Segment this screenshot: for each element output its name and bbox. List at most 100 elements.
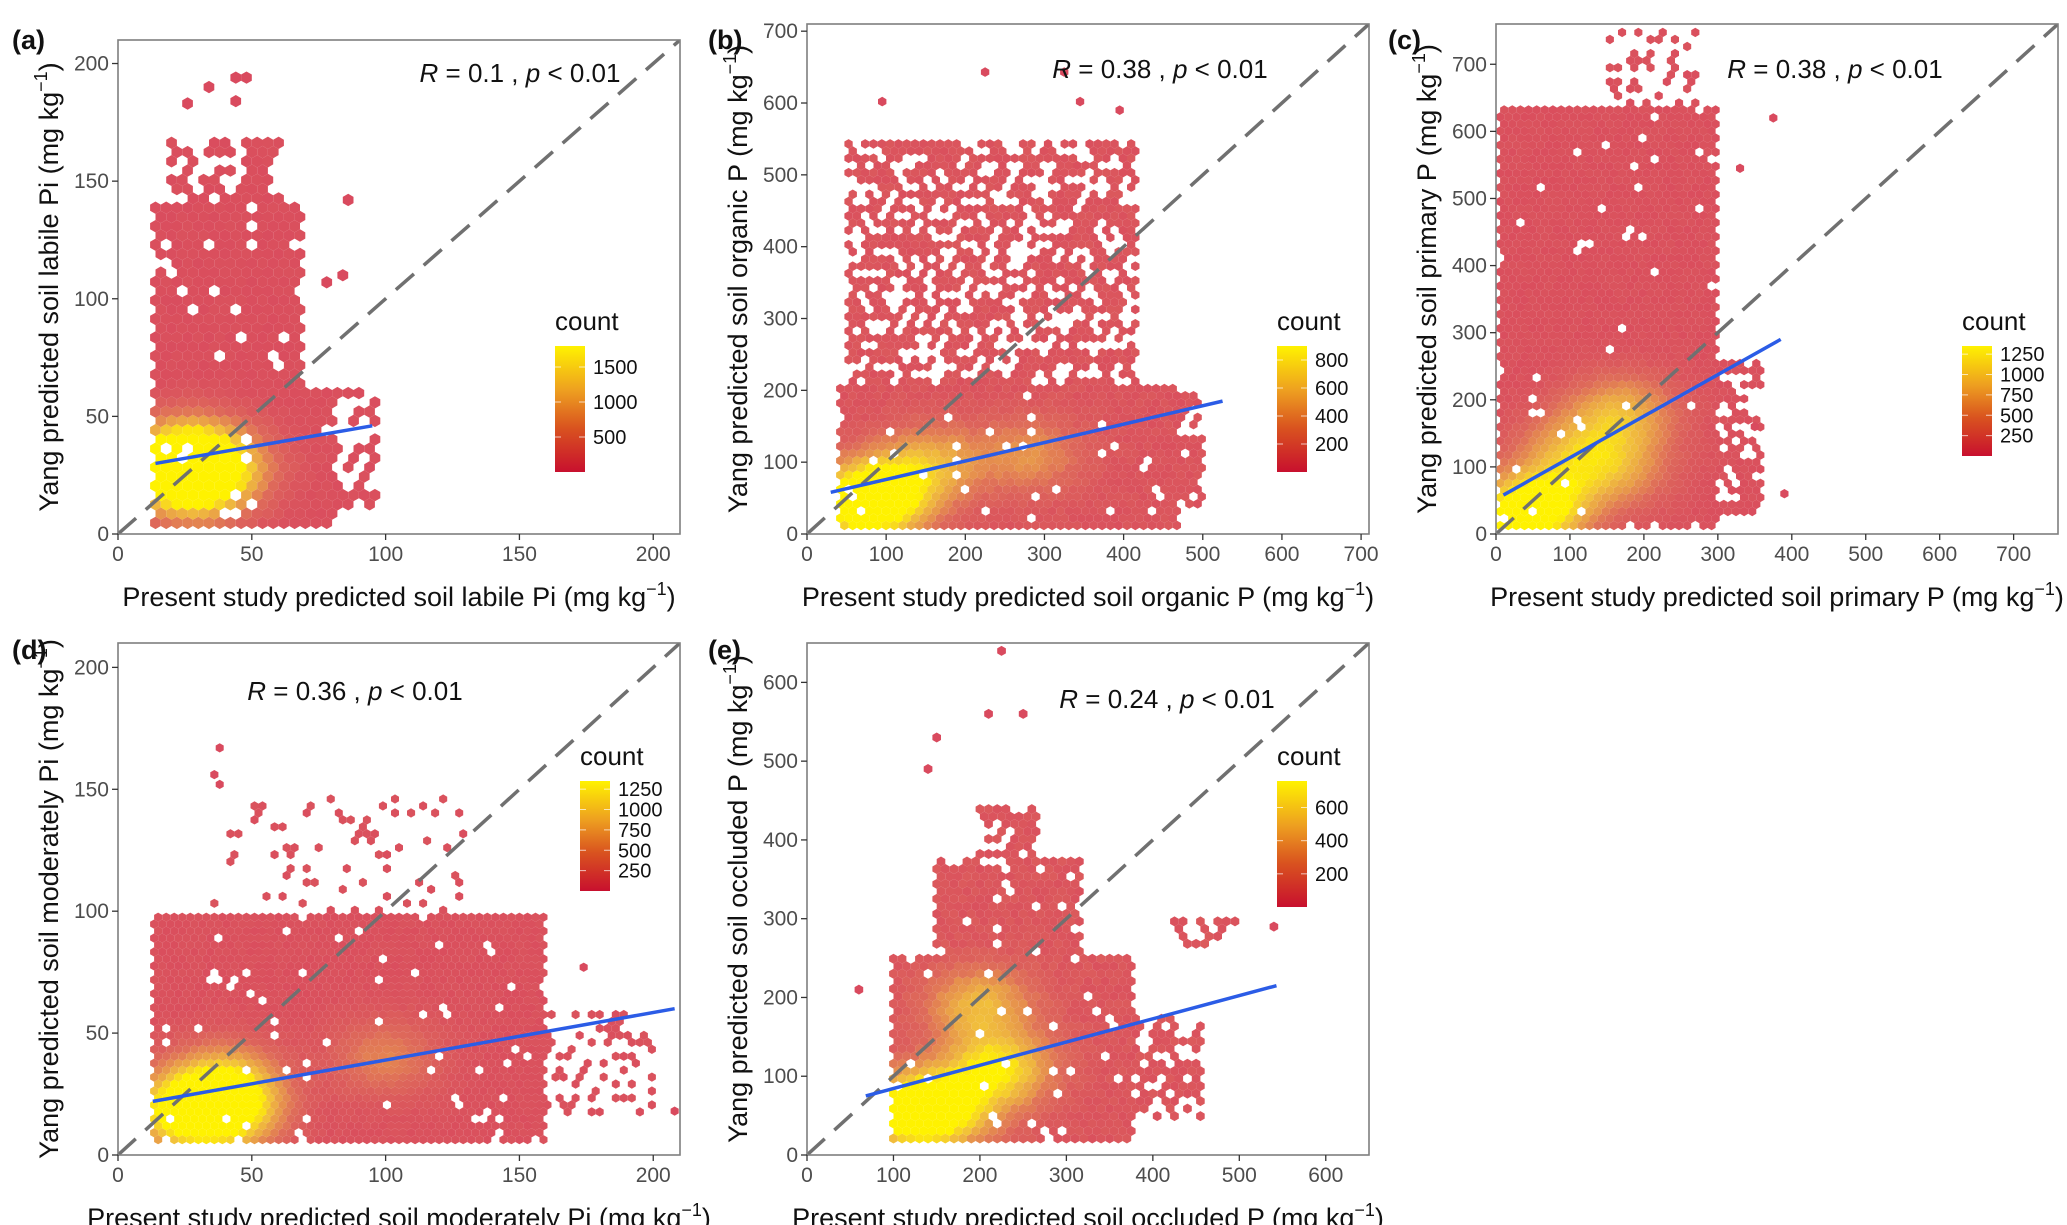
hex-cell bbox=[273, 488, 284, 502]
hex-cell bbox=[218, 1009, 227, 1020]
hex-cell bbox=[1544, 196, 1553, 207]
hex-cell bbox=[270, 1058, 279, 1068]
hex-cell bbox=[273, 322, 284, 335]
hex-cell bbox=[1027, 182, 1036, 192]
hex-cell bbox=[1172, 463, 1181, 473]
hex-cell bbox=[178, 1121, 187, 1131]
hex-cell bbox=[187, 229, 199, 242]
hex-cell bbox=[487, 1030, 496, 1040]
hex-cell bbox=[1035, 283, 1044, 293]
hex-cell bbox=[1565, 387, 1574, 397]
hex-cell bbox=[935, 297, 945, 307]
hex-cell bbox=[318, 1016, 327, 1027]
hex-cell bbox=[1106, 304, 1115, 315]
hex-cell bbox=[1630, 302, 1639, 312]
hex-cell bbox=[1532, 203, 1541, 214]
hex-cell bbox=[856, 333, 866, 343]
hex-cell bbox=[527, 1100, 536, 1110]
x-tick-label: 0 bbox=[1490, 543, 1502, 566]
hex-cell bbox=[1727, 457, 1736, 467]
hex-cell bbox=[1679, 499, 1688, 510]
hex-cell bbox=[1565, 443, 1574, 453]
hex-cell bbox=[980, 67, 990, 77]
hex-cell bbox=[1110, 427, 1119, 437]
hex-cell bbox=[300, 498, 311, 511]
hex-cell bbox=[306, 1121, 315, 1131]
hex-cell bbox=[1744, 471, 1753, 481]
hex-cell bbox=[257, 220, 268, 233]
hex-cell bbox=[382, 1128, 391, 1138]
hex-cell bbox=[1695, 246, 1704, 256]
hex-cell bbox=[1520, 267, 1529, 277]
hex-cell bbox=[1597, 485, 1606, 495]
hex-cell bbox=[1504, 126, 1513, 136]
hex-cell bbox=[1662, 260, 1671, 270]
hex-cell bbox=[1666, 239, 1675, 249]
hex-cell bbox=[1679, 161, 1688, 171]
hex-cell bbox=[894, 427, 903, 437]
hex-cell bbox=[198, 322, 209, 335]
hex-cell bbox=[160, 405, 172, 418]
hex-cell bbox=[194, 1079, 203, 1089]
hex-cell bbox=[1524, 161, 1533, 171]
hex-cell bbox=[202, 1023, 211, 1034]
hex-cell bbox=[1626, 337, 1635, 348]
hex-cell bbox=[415, 1044, 424, 1054]
x-tick-label: 500 bbox=[1848, 543, 1883, 566]
hex-cell bbox=[527, 1072, 536, 1082]
hex-cell bbox=[1168, 441, 1177, 451]
hex-cell bbox=[890, 405, 899, 415]
hex-cell bbox=[451, 1065, 460, 1075]
hex-cell bbox=[219, 247, 231, 261]
hex-cell bbox=[1695, 471, 1704, 481]
hex-cell bbox=[178, 1023, 187, 1034]
hex-cell bbox=[1634, 436, 1643, 446]
hex-cell bbox=[1508, 274, 1517, 284]
hex-cell bbox=[495, 1072, 504, 1082]
hex-cell bbox=[981, 175, 990, 185]
hex-cell bbox=[1536, 436, 1545, 446]
hex-cell bbox=[881, 304, 891, 315]
hex-cell bbox=[1675, 380, 1684, 390]
hex-cell bbox=[225, 516, 236, 530]
hex-cell bbox=[1687, 133, 1696, 143]
x-tick-label: 600 bbox=[1264, 543, 1299, 566]
hex-cell bbox=[282, 1037, 291, 1047]
hex-cell bbox=[1552, 295, 1562, 305]
hex-cell bbox=[881, 391, 891, 401]
hex-cell bbox=[515, 1009, 524, 1020]
hex-cell bbox=[1014, 376, 1024, 387]
hex-cell bbox=[1073, 463, 1082, 473]
hex-cell bbox=[1707, 394, 1716, 404]
hex-cell bbox=[435, 1121, 444, 1131]
hex-cell bbox=[1618, 168, 1627, 178]
hex-cell bbox=[219, 488, 231, 502]
y-tick-label: 0 bbox=[97, 523, 109, 546]
hex-cell bbox=[1010, 283, 1019, 293]
hex-cell bbox=[1605, 316, 1614, 326]
hex-cell bbox=[302, 1016, 311, 1027]
hex-cell bbox=[1147, 405, 1157, 415]
hex-cell bbox=[1060, 513, 1069, 523]
hexbin-cells bbox=[150, 71, 381, 530]
hex-cell bbox=[154, 1037, 163, 1047]
hex-cell bbox=[531, 1079, 540, 1089]
hex-cell bbox=[214, 275, 225, 288]
hex-cell bbox=[235, 461, 247, 474]
hex-cell bbox=[1561, 436, 1570, 446]
hex-cell bbox=[1593, 337, 1602, 348]
hex-cell bbox=[923, 146, 932, 156]
hex-cell bbox=[310, 424, 322, 437]
hex-cell bbox=[1093, 211, 1103, 221]
hex-cell bbox=[1565, 372, 1574, 383]
hex-cell bbox=[251, 266, 263, 279]
hex-cell bbox=[869, 254, 878, 264]
hex-cell bbox=[1589, 387, 1598, 397]
hex-cell bbox=[1131, 175, 1140, 185]
hex-cell bbox=[1609, 351, 1618, 362]
hex-cell bbox=[1052, 268, 1061, 279]
hex-cell bbox=[1605, 161, 1614, 171]
hex-cell bbox=[1085, 211, 1094, 221]
hex-cell bbox=[1018, 369, 1028, 379]
hex-cell bbox=[869, 167, 878, 178]
